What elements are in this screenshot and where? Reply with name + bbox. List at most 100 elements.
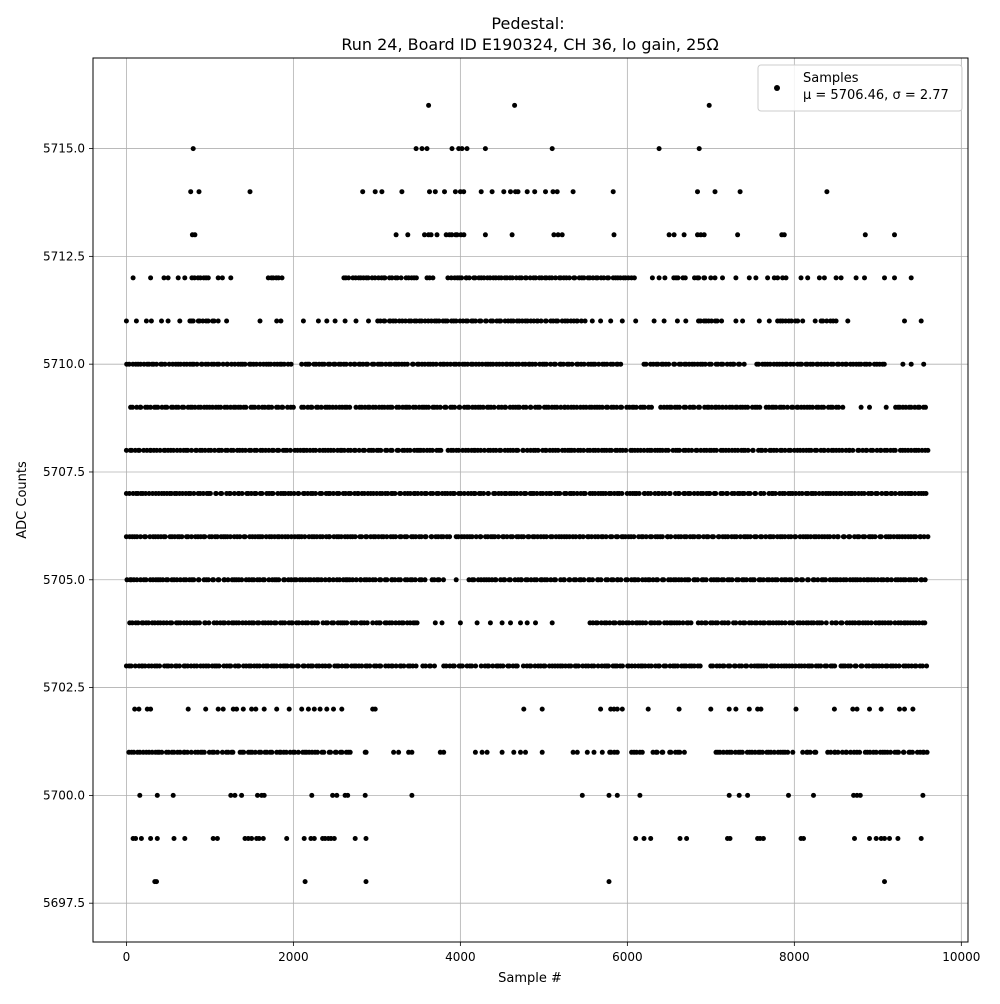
sample-point <box>919 577 925 583</box>
sample-point <box>175 275 181 281</box>
sample-point <box>668 749 674 755</box>
sample-point <box>676 706 682 712</box>
sample-point <box>243 404 249 410</box>
sample-point <box>595 447 601 453</box>
sample-point <box>611 232 617 238</box>
sample-point <box>219 749 225 755</box>
sample-point <box>716 534 722 540</box>
sample-point <box>921 361 927 367</box>
sample-point <box>436 577 442 583</box>
sample-point <box>293 577 299 583</box>
sample-point <box>867 706 872 712</box>
sample-point <box>385 491 391 496</box>
sample-point <box>367 404 372 410</box>
sample-point <box>677 447 682 453</box>
sample-point <box>500 663 506 669</box>
sample-point <box>727 836 733 841</box>
sample-point <box>678 361 684 367</box>
sample-point <box>331 620 337 626</box>
sample-point <box>208 447 214 453</box>
sample-point <box>242 534 248 540</box>
sample-point <box>831 534 837 540</box>
sample-point <box>306 361 312 367</box>
sample-point <box>182 836 188 841</box>
sample-point <box>177 318 183 324</box>
sample-point <box>160 577 166 583</box>
sample-point <box>134 577 140 583</box>
sample-point <box>154 361 159 367</box>
sample-point <box>878 447 884 453</box>
sample-point <box>518 620 523 626</box>
sample-point <box>241 749 247 755</box>
sample-point <box>808 447 814 453</box>
sample-point <box>836 361 842 367</box>
sample-point <box>633 404 639 410</box>
sample-point <box>136 447 142 453</box>
sample-point <box>240 706 246 712</box>
sample-point <box>154 879 159 885</box>
sample-point <box>599 749 605 755</box>
sample-point <box>788 447 793 453</box>
sample-point <box>498 275 504 281</box>
sample-point <box>743 577 749 583</box>
sample-point <box>363 749 369 755</box>
sample-point <box>242 361 248 367</box>
sample-point <box>756 361 762 367</box>
sample-point <box>429 447 435 453</box>
sample-point <box>569 361 575 367</box>
sample-point <box>595 275 600 281</box>
sample-point <box>453 577 459 583</box>
sample-point <box>165 318 171 324</box>
sample-point <box>261 577 267 583</box>
sample-point <box>922 620 928 626</box>
sample-point <box>185 534 191 540</box>
sample-point <box>608 447 614 453</box>
sample-point <box>205 275 211 281</box>
sample-point <box>686 577 692 583</box>
sample-point <box>633 318 639 324</box>
sample-point <box>372 577 378 583</box>
sample-point <box>591 663 597 669</box>
sample-point <box>852 491 858 496</box>
sample-point <box>459 275 465 281</box>
sample-point <box>709 404 715 410</box>
legend-stats: μ = 5706.46, σ = 2.77 <box>803 88 949 103</box>
sample-point <box>811 792 816 798</box>
sample-point <box>165 275 171 281</box>
sample-point <box>257 318 263 324</box>
sample-point <box>126 491 132 496</box>
sample-point <box>252 749 258 755</box>
sample-point <box>713 447 719 453</box>
sample-point <box>398 491 404 496</box>
sample-point <box>731 491 737 496</box>
sample-point <box>667 491 673 496</box>
sample-point <box>278 318 284 324</box>
sample-point <box>549 275 555 281</box>
sample-point <box>524 620 530 626</box>
sample-point <box>489 189 495 195</box>
sample-point <box>230 447 236 453</box>
sample-point <box>251 577 257 583</box>
sample-point <box>161 275 167 281</box>
sample-point <box>169 663 174 669</box>
sample-point <box>859 663 865 669</box>
sample-point <box>721 577 727 583</box>
sample-point <box>623 447 629 453</box>
sample-point <box>924 749 930 755</box>
sample-point <box>711 534 716 540</box>
sample-point <box>364 534 370 540</box>
sample-point <box>315 620 320 626</box>
sample-point <box>311 706 317 712</box>
sample-point <box>443 663 449 669</box>
sample-point <box>131 749 137 755</box>
sample-point <box>371 361 377 367</box>
sample-point <box>358 577 364 583</box>
sample-point <box>793 663 798 669</box>
sample-point <box>615 534 621 540</box>
sample-point <box>378 447 384 453</box>
sample-point <box>774 577 780 583</box>
sample-point <box>405 232 411 238</box>
sample-point <box>654 749 660 755</box>
sample-point <box>573 534 579 540</box>
sample-point <box>674 318 680 324</box>
